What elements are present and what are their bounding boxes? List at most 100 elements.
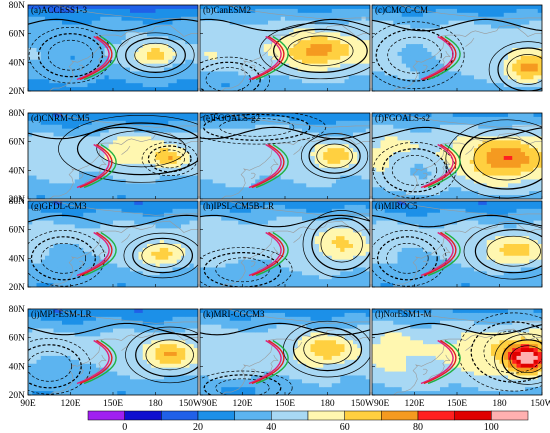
- field-cell: [423, 79, 428, 84]
- field-cell: [53, 48, 59, 53]
- field-cell: [104, 183, 110, 188]
- field-cell: [66, 113, 71, 118]
- field-cell: [344, 124, 350, 130]
- field-cell: [372, 71, 377, 76]
- field-cell: [208, 75, 214, 80]
- field-cell: [331, 195, 337, 199]
- field-cell: [474, 71, 479, 76]
- field-cell: [293, 116, 299, 122]
- field-cell: [353, 40, 358, 45]
- field-cell: [319, 5, 324, 10]
- field-cell: [410, 32, 415, 37]
- field-cell: [401, 175, 407, 180]
- field-cell: [142, 5, 148, 10]
- field-cell: [512, 32, 517, 37]
- field-cell: [91, 44, 97, 49]
- field-cell: [221, 183, 226, 188]
- field-cell: [62, 140, 67, 145]
- field-cell: [225, 152, 231, 157]
- field-cell: [348, 136, 354, 141]
- field-cell: [53, 87, 59, 91]
- field-cell: [380, 113, 386, 118]
- field-cell: [208, 167, 214, 173]
- field-cell: [268, 44, 273, 49]
- field-cell: [164, 167, 169, 173]
- field-cell: [348, 124, 354, 130]
- field-cell: [268, 187, 273, 192]
- field-cell: [32, 159, 37, 165]
- field-cell: [70, 55, 76, 61]
- field-cell: [533, 51, 539, 57]
- field-cell: [62, 156, 67, 161]
- field-cell: [457, 16, 462, 22]
- field-cell: [172, 32, 178, 37]
- field-cell: [79, 79, 84, 84]
- field-cell: [100, 67, 105, 72]
- field-cell: [393, 195, 398, 199]
- field-cell: [229, 183, 235, 188]
- field-cell: [96, 79, 101, 84]
- field-cell: [495, 24, 500, 29]
- field-cell: [297, 67, 303, 72]
- field-cell: [45, 24, 50, 29]
- field-cell: [331, 36, 337, 41]
- field-cell: [204, 5, 209, 10]
- field-cell: [32, 63, 37, 68]
- field-cell: [495, 51, 500, 57]
- field-cell: [176, 44, 182, 49]
- field-cell: [401, 124, 407, 130]
- field-cell: [74, 116, 80, 122]
- field-cell: [357, 195, 362, 199]
- field-cell: [45, 83, 50, 88]
- field-cell: [251, 36, 256, 41]
- field-cell: [138, 79, 144, 84]
- field-cell: [155, 48, 161, 53]
- field-cell: [293, 195, 299, 199]
- field-cell: [448, 116, 454, 122]
- field-cell: [319, 171, 324, 176]
- field-cell: [251, 179, 256, 184]
- field-cell: [40, 40, 46, 45]
- field-cell: [461, 48, 466, 53]
- field-cell: [234, 71, 239, 76]
- field-cell: [327, 12, 333, 18]
- field-cell: [104, 44, 110, 49]
- field-cell: [344, 148, 350, 153]
- field-cell: [74, 128, 80, 133]
- field-cell: [357, 79, 362, 84]
- field-cell: [306, 113, 311, 118]
- field-cell: [314, 179, 320, 184]
- field-cell: [508, 5, 513, 10]
- field-cell: [327, 128, 333, 133]
- field-cell: [427, 83, 432, 88]
- field-cell: [172, 187, 178, 192]
- field-cell: [255, 144, 260, 149]
- field-cell: [340, 113, 345, 118]
- field-cell: [113, 12, 118, 18]
- field-cell: [259, 8, 265, 14]
- field-cell: [397, 183, 403, 188]
- field-cell: [444, 113, 449, 118]
- field-cell: [418, 83, 424, 88]
- field-cell: [134, 187, 139, 192]
- field-cell: [229, 179, 235, 184]
- field-cell: [406, 71, 411, 76]
- field-cell: [138, 140, 144, 145]
- field-cell: [151, 191, 156, 196]
- field-cell: [448, 55, 454, 61]
- field-cell: [310, 136, 316, 141]
- field-cell: [212, 148, 218, 153]
- field-cell: [204, 156, 209, 161]
- field-cell: [365, 36, 370, 41]
- field-cell: [537, 12, 542, 18]
- field-cell: [200, 8, 205, 14]
- field-cell: [380, 36, 386, 41]
- field-cell: [28, 163, 33, 169]
- field-cell: [104, 136, 110, 141]
- field-cell: [357, 55, 362, 61]
- field-cell: [117, 132, 122, 137]
- field-cell: [217, 55, 222, 61]
- field-cell: [344, 144, 350, 149]
- field-cell: [406, 87, 411, 91]
- field-cell: [130, 12, 135, 18]
